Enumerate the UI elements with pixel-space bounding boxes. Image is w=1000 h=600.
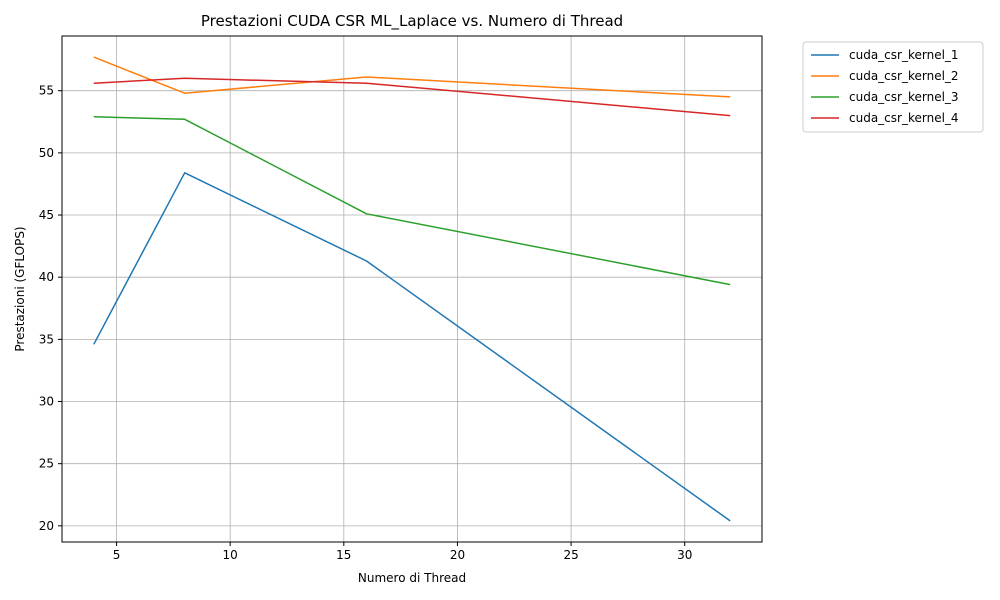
y-tick-label: 50	[39, 146, 54, 160]
legend-label-3: cuda_csr_kernel_3	[849, 90, 959, 104]
x-axis-label: Numero di Thread	[358, 571, 466, 585]
x-tick-label: 25	[563, 548, 578, 562]
x-tick-label: 15	[336, 548, 351, 562]
legend-label-2: cuda_csr_kernel_2	[849, 69, 959, 83]
series-lines	[93, 56, 731, 522]
y-tick-label: 45	[39, 208, 54, 222]
y-tick-label: 35	[39, 332, 54, 346]
y-tick-label: 30	[39, 395, 54, 409]
y-tick-label: 25	[39, 457, 54, 471]
plot-frame	[61, 35, 763, 543]
series-line-2	[93, 56, 731, 98]
y-tick-label: 40	[39, 270, 54, 284]
y-tick-label: 55	[39, 84, 54, 98]
y-axis-label: Prestazioni (GFLOPS)	[13, 226, 27, 351]
x-axis-ticks: 5 10 15 20 25 30	[113, 542, 692, 562]
x-tick-label: 10	[223, 548, 238, 562]
chart-title: Prestazioni CUDA CSR ML_Laplace vs. Nume…	[201, 12, 623, 31]
y-axis-ticks: 20 25 30 35 40 45 50 55	[39, 84, 62, 533]
x-tick-label: 30	[677, 548, 692, 562]
legend-label-4: cuda_csr_kernel_4	[849, 111, 959, 125]
legend: cuda_csr_kernel_1 cuda_csr_kernel_2 cuda_c…	[802, 41, 984, 133]
grid	[62, 36, 762, 542]
series-line-3	[93, 116, 731, 286]
legend-label-1: cuda_csr_kernel_1	[849, 48, 959, 62]
x-tick-label: 5	[113, 548, 121, 562]
legend-box	[802, 41, 984, 133]
series-line-1	[93, 172, 731, 522]
x-tick-label: 20	[450, 548, 465, 562]
y-tick-label: 20	[39, 519, 54, 533]
series-line-4	[93, 77, 731, 117]
